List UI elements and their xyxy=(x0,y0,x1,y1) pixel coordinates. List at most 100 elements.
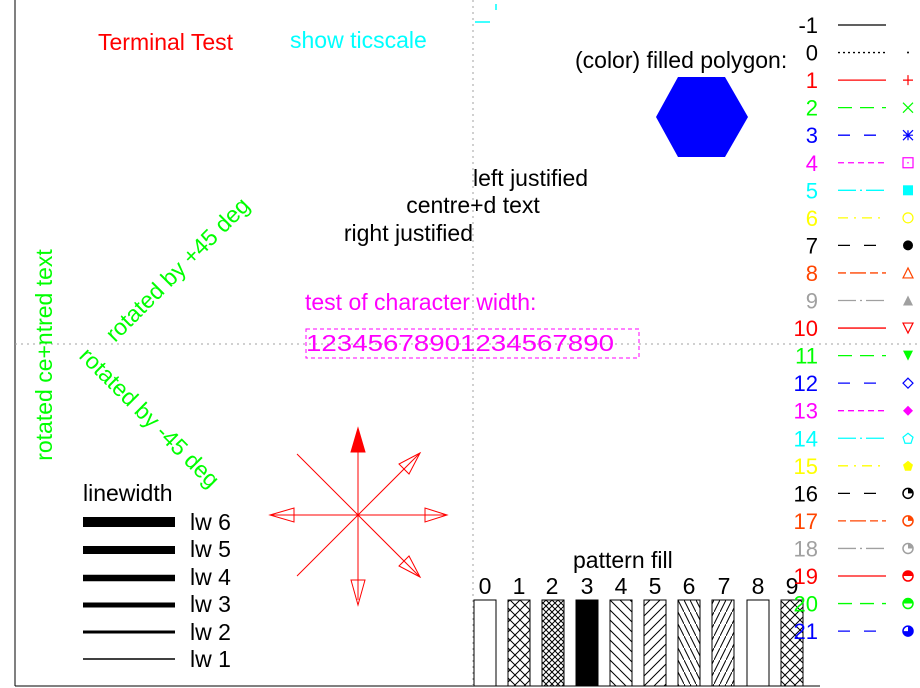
ticscale-marks xyxy=(475,4,497,23)
open-square-icon xyxy=(902,157,914,169)
linetype-row: 12 xyxy=(794,371,914,396)
linetype-row: 0 xyxy=(806,41,909,66)
linetype-label: 0 xyxy=(806,41,818,66)
right-justified-text: right justified xyxy=(344,220,473,246)
linetype-row: -1 xyxy=(798,13,886,38)
show-ticscale-label: show ticscale xyxy=(290,27,427,53)
pattern-label-8: 8 xyxy=(752,573,765,599)
pattern-box-5 xyxy=(643,599,667,687)
lw1-label: lw 1 xyxy=(190,646,231,672)
lw3-label: lw 3 xyxy=(190,591,231,617)
linetype-row: 5 xyxy=(806,178,913,203)
linetype-label: -1 xyxy=(798,13,818,38)
pattern-label-1: 1 xyxy=(513,573,526,599)
circle-half-icon xyxy=(902,597,914,610)
linetype-label: 15 xyxy=(794,454,818,479)
lw5-label: lw 5 xyxy=(190,536,231,562)
pattern-box-4 xyxy=(609,599,633,687)
plus-icon xyxy=(903,75,913,86)
linetype-row: 2 xyxy=(806,96,914,121)
circle-quarter-icon xyxy=(902,515,914,527)
circle-threequarter-icon xyxy=(902,625,914,637)
arrow-down-head xyxy=(350,579,366,607)
linetype-label: 17 xyxy=(794,509,818,534)
asterisk-icon xyxy=(902,129,914,141)
linetype-label: 9 xyxy=(806,289,818,314)
linetype-label: 2 xyxy=(806,96,818,121)
arrow-se-head xyxy=(398,555,422,579)
linetype-label: 4 xyxy=(806,151,818,176)
pattern-box-6 xyxy=(677,599,701,687)
pattern-label-3: 3 xyxy=(581,573,594,599)
linetype-label: 8 xyxy=(806,261,818,286)
linetype-row: 21 xyxy=(794,619,914,644)
filled-square-icon xyxy=(903,185,913,196)
pattern-box-7 xyxy=(711,599,735,687)
circle-quarter-icon xyxy=(902,542,914,555)
circle-quarter-icon xyxy=(902,487,914,500)
pattern-box-0 xyxy=(473,599,497,687)
open-triangle-icon xyxy=(902,266,914,279)
linetype-label: 1 xyxy=(806,68,818,93)
pattern-box-3 xyxy=(575,599,599,687)
lw4-label: lw 4 xyxy=(190,564,231,590)
pattern-label-4: 4 xyxy=(615,573,628,599)
arrow-up-head xyxy=(350,426,366,453)
lw6-label: lw 6 xyxy=(190,509,231,535)
linetype-row: 13 xyxy=(794,399,913,424)
linetype-row: 18 xyxy=(794,536,914,561)
linetype-row: 20 xyxy=(794,592,914,617)
linetype-row: 16 xyxy=(794,481,914,506)
linetype-row: 8 xyxy=(806,261,914,286)
linetype-row: 15 xyxy=(794,454,913,479)
pattern-label-9: 9 xyxy=(786,573,799,599)
filled-circle-icon xyxy=(903,240,913,251)
filled-triangle-icon xyxy=(903,295,913,306)
pattern-label-6: 6 xyxy=(683,573,696,599)
linetype-row: 6 xyxy=(806,206,914,231)
char-width-label: test of character width: xyxy=(305,289,536,315)
filled-polygon-label: (color) filled polygon: xyxy=(575,47,787,73)
linetype-row: 9 xyxy=(806,289,913,314)
rotated-plus45-text: rotated by +45 deg xyxy=(100,192,254,346)
arrow-right-head xyxy=(424,507,449,523)
cross-icon xyxy=(902,102,914,114)
pattern-boxes xyxy=(473,599,804,687)
pattern-label-5: 5 xyxy=(649,573,662,599)
linewidth-title: linewidth xyxy=(83,480,173,506)
linetype-row: 7 xyxy=(806,233,913,258)
arrow-star xyxy=(268,426,449,607)
arrow-left-head xyxy=(268,507,295,523)
pattern-label-0: 0 xyxy=(479,573,492,599)
centred-text: centre+d text xyxy=(406,192,540,218)
linetype-row: 10 xyxy=(794,316,914,341)
pattern-box-8 xyxy=(746,599,770,687)
linetype-label: 16 xyxy=(794,481,818,506)
open-circle-icon xyxy=(902,212,914,224)
linetype-row: 17 xyxy=(794,509,914,534)
linetype-label: 3 xyxy=(806,123,818,148)
pattern-label-2: 2 xyxy=(546,573,559,599)
pattern-fill-title: pattern fill xyxy=(573,547,673,573)
linetype-label: 7 xyxy=(806,233,818,258)
terminal-test-title: Terminal Test xyxy=(98,29,234,55)
filled-diamond-icon xyxy=(903,405,913,416)
open-pentagon-icon xyxy=(902,432,914,444)
linetype-label: 6 xyxy=(806,206,818,231)
linetype-label: 5 xyxy=(806,178,818,203)
pattern-label-7: 7 xyxy=(718,573,731,599)
rotated-minus45-text: rotated by -45 deg xyxy=(74,342,224,492)
pattern-box-9 xyxy=(780,599,804,687)
pattern-labels: 0 1 2 3 4 5 6 7 8 9 xyxy=(479,573,799,599)
left-justified-text: left justified xyxy=(473,165,588,191)
lw2-label: lw 2 xyxy=(190,619,231,645)
linetype-row: 19 xyxy=(794,564,914,589)
linetype-row: 11 xyxy=(795,344,913,369)
linetype-label: 18 xyxy=(794,536,818,561)
dot xyxy=(907,51,909,54)
linewidth-samples xyxy=(83,517,175,660)
linetype-label: 21 xyxy=(794,619,818,644)
linetype-label: 13 xyxy=(794,399,818,424)
linetype-label: 12 xyxy=(794,371,818,396)
